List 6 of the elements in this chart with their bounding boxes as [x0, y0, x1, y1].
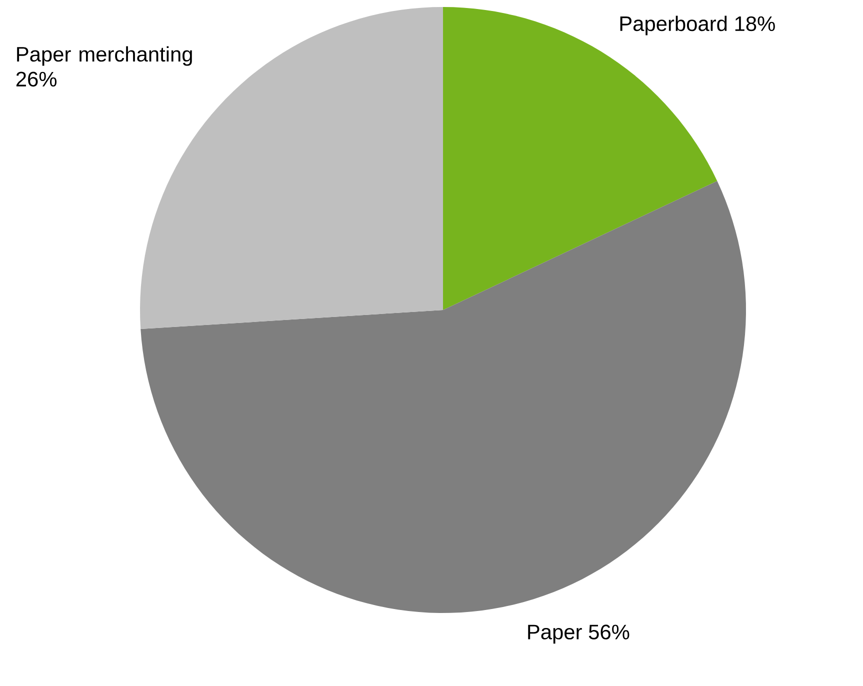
- slice-label: Paper merchanting: [17, 46, 192, 66]
- data-label: 56%: [588, 624, 630, 640]
- slice-label: Paperboard: [620, 16, 727, 36]
- slice-label: Paper: [528, 624, 582, 644]
- data-label: 26%: [16, 72, 57, 87]
- data-label: 18%: [735, 16, 775, 32]
